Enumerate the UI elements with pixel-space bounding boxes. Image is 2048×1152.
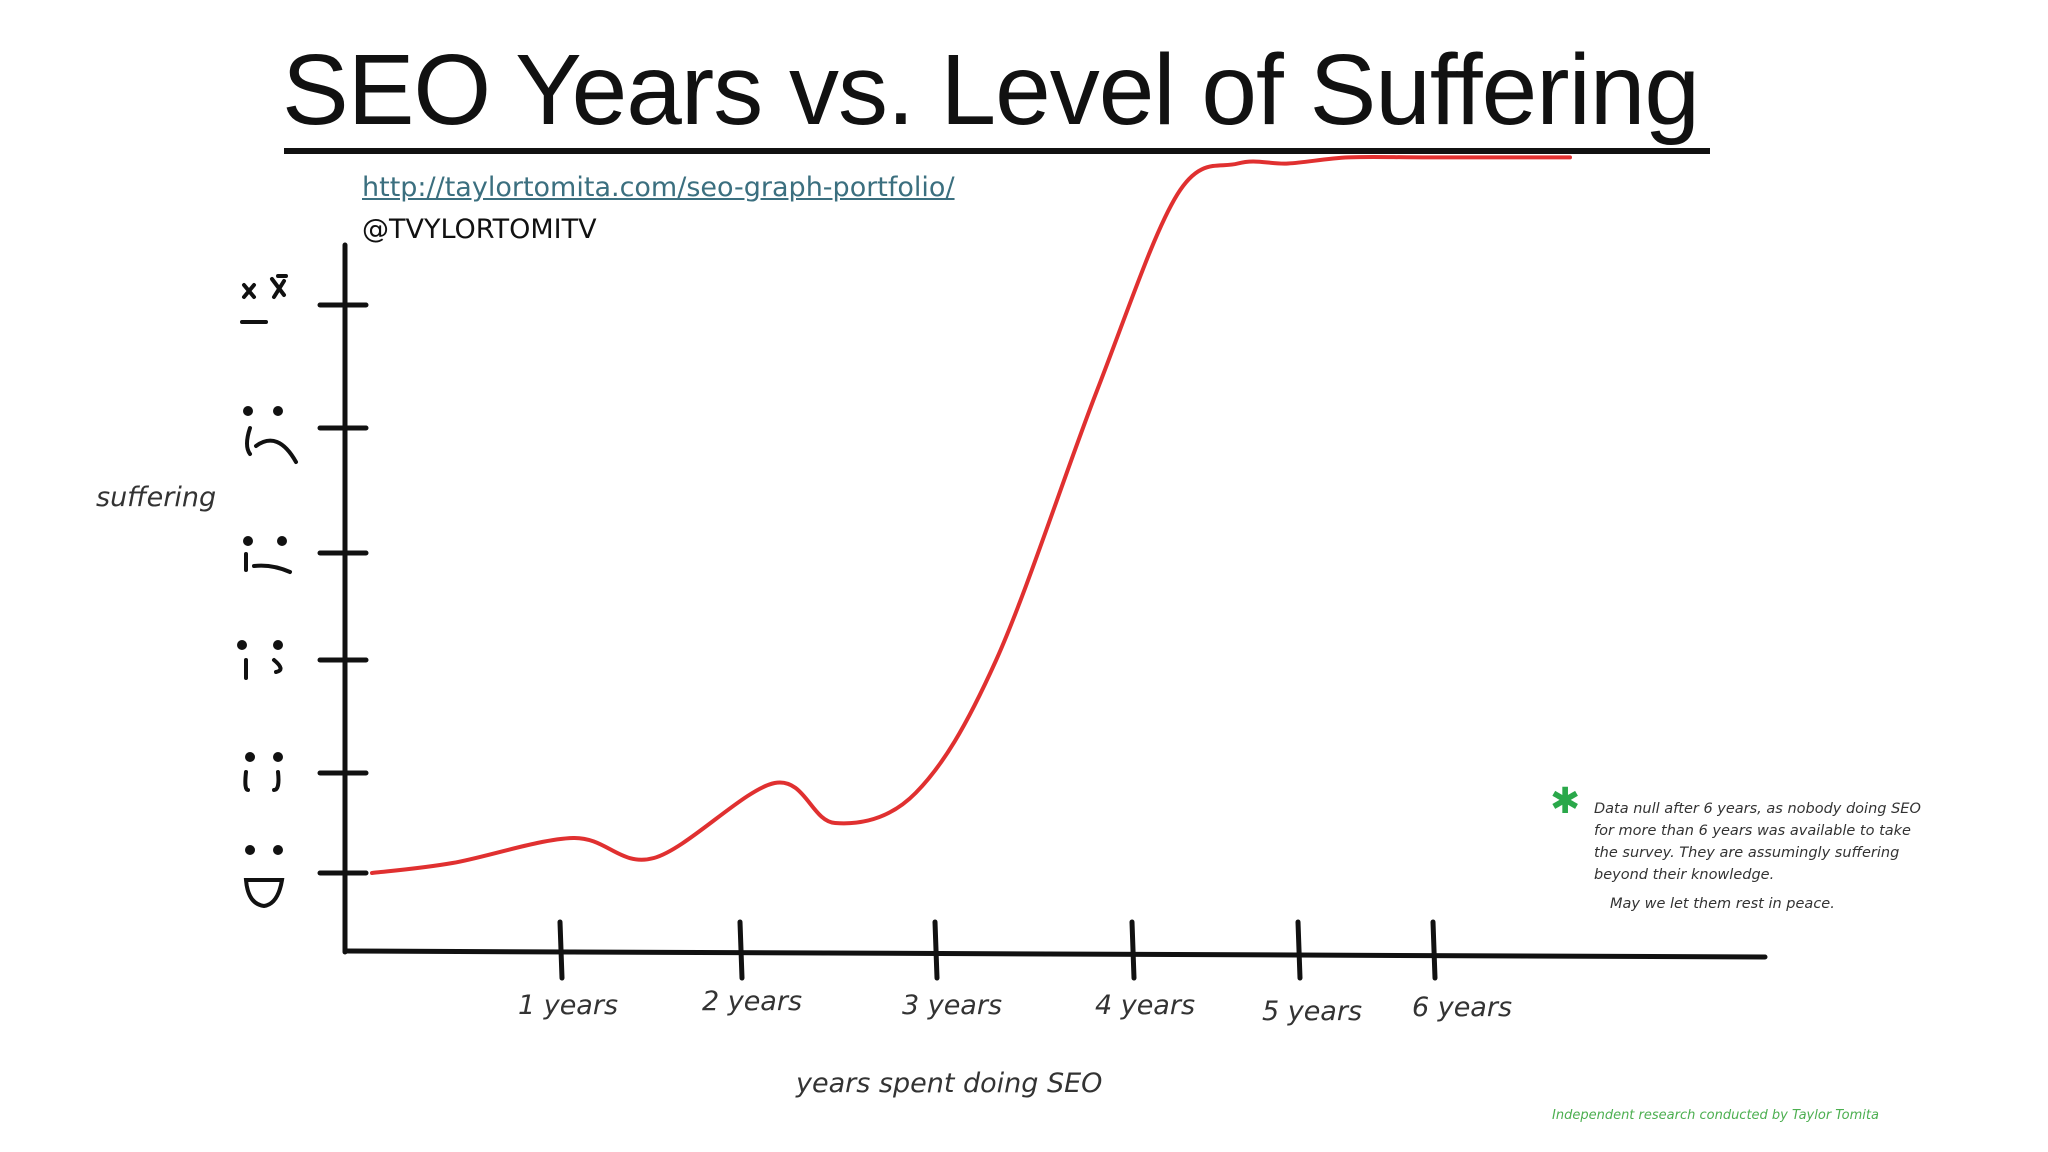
y-axis-label: suffering xyxy=(96,482,217,513)
x-tick xyxy=(932,919,940,981)
title-underline xyxy=(284,148,1710,154)
face-sad-icon xyxy=(243,406,298,464)
footnote-sub: May we let them rest in peace. xyxy=(1610,896,1835,912)
x-tick-label: 3 years xyxy=(902,990,1002,1021)
face-grin-icon xyxy=(243,845,285,909)
x-axis xyxy=(342,948,1768,960)
x-tick xyxy=(737,919,745,981)
x-tick-label: 4 years xyxy=(1095,990,1195,1021)
x-axis-label: years spent doing SEO xyxy=(796,1068,1103,1099)
x-tick-label: 1 years xyxy=(518,990,618,1021)
face-smile-icon xyxy=(243,752,283,792)
x-tick-label: 6 years xyxy=(1412,992,1512,1023)
face-neutral-icon xyxy=(237,640,283,680)
chart-title: SEO Years vs. Level of Suffering xyxy=(282,34,1700,146)
face-frown-icon xyxy=(243,536,292,574)
suffering-line xyxy=(370,154,1572,875)
x-tick xyxy=(1430,919,1438,981)
credit: Independent research conducted by Taylor… xyxy=(1552,1108,1879,1123)
asterisk-icon: ✱ xyxy=(1550,781,1581,822)
x-tick xyxy=(1295,919,1303,981)
face-dead-icon xyxy=(240,274,288,324)
footnote: Data null after 6 years, as nobody doing… xyxy=(1594,801,1921,883)
x-tick xyxy=(1129,919,1137,981)
author-handle: @TVYLORTOMITV xyxy=(362,214,597,245)
x-tick xyxy=(557,919,565,981)
source-link[interactable]: http://taylortomita.com/seo-graph-portfo… xyxy=(362,172,955,203)
x-tick-label: 2 years xyxy=(702,986,802,1017)
x-tick-label: 5 years xyxy=(1262,996,1362,1027)
